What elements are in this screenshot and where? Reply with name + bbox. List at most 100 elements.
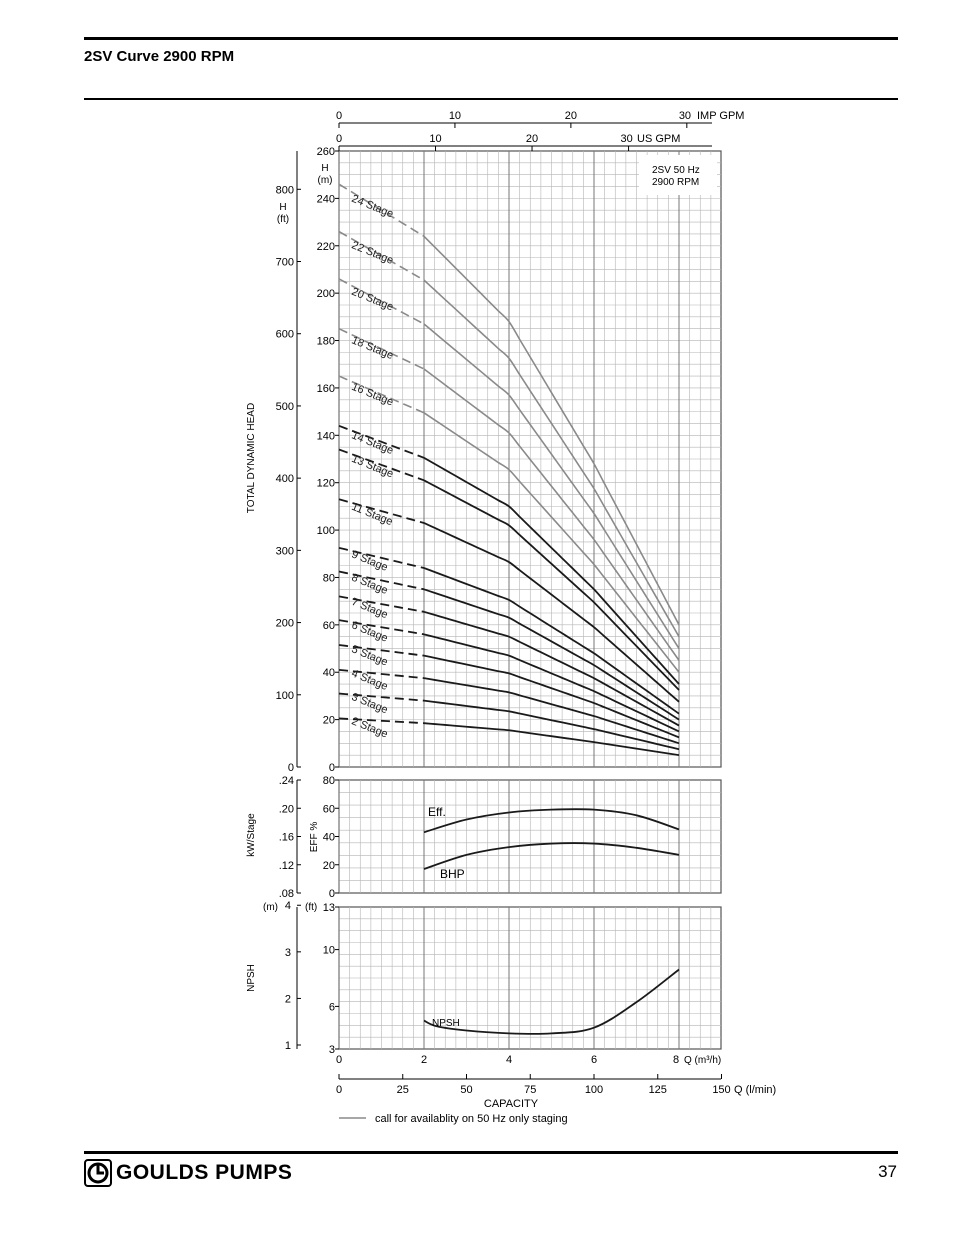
x-tick-m3h: 0: [336, 1054, 342, 1066]
stage-label: 20 Stage: [350, 286, 395, 314]
y-tick-ft: 800: [276, 184, 294, 196]
annotation-line-2: 2900 RPM: [652, 177, 699, 188]
us-tick-label: 10: [429, 133, 441, 145]
goulds-logo-icon: [84, 1159, 112, 1187]
head-curve-solid: [423, 235, 680, 626]
y-tick-eff: 40: [323, 832, 335, 844]
head-curve-solid: [423, 722, 680, 757]
y-tick-ft: 0: [288, 762, 294, 774]
stage-label: 6 Stage: [350, 619, 390, 644]
head-curve-dashed: [338, 570, 425, 591]
stage-label: 11 Stage: [350, 501, 395, 528]
y-tick-eff: 80: [323, 775, 335, 787]
y-tick-m: 260: [317, 146, 335, 158]
imp-tick-label: 10: [449, 110, 461, 122]
y-tick-ft: 400: [276, 473, 294, 485]
y-tick-ft: 500: [276, 401, 294, 413]
head-curve-dashed: [338, 595, 425, 613]
us-tick-label: 20: [526, 133, 538, 145]
x-tick-lmin: 25: [397, 1084, 409, 1096]
x-tick-m3h: 2: [421, 1054, 427, 1066]
footer-rule: [84, 1151, 898, 1154]
y-tick-m: 120: [317, 478, 335, 490]
stage-label: 3 Stage: [350, 691, 390, 716]
head-curve-dashed: [338, 424, 425, 459]
head-curve-dashed: [338, 448, 425, 482]
x-tick-lmin: 150: [712, 1084, 730, 1096]
y-tick-eff: 20: [323, 860, 335, 872]
x-tick-lmin: 125: [649, 1084, 667, 1096]
y-unit-ft: H: [279, 202, 286, 213]
head-curve-solid: [423, 677, 680, 745]
y-tick-m: 20: [323, 715, 335, 727]
eff-curve: [423, 842, 680, 870]
y-tick-npsh-ft: 13: [323, 902, 335, 914]
title-rule: [84, 98, 898, 100]
bhp-label: BHP: [440, 867, 465, 881]
us-tick-label: 0: [336, 133, 342, 145]
eff-label: Eff.: [428, 805, 446, 819]
y-tick-m: 80: [323, 572, 335, 584]
head-curve-dashed: [338, 230, 425, 281]
y-tick-eff: 0: [329, 888, 335, 900]
imp-tick-label: 0: [336, 110, 342, 122]
head-curve-dashed: [338, 278, 425, 325]
x-tick-lmin: 0: [336, 1084, 342, 1096]
page-title: 2SV Curve 2900 RPM: [84, 48, 235, 65]
npsh-axis-label: NPSH: [246, 964, 257, 992]
imp-tick-label: 30: [679, 110, 691, 122]
y-tick-m: 60: [323, 620, 335, 632]
y-tick-ft: 100: [276, 690, 294, 702]
y-tick-m: 200: [317, 288, 335, 300]
imp-tick-label: 20: [565, 110, 577, 122]
y-tick-kw: .12: [279, 860, 294, 872]
head-curve-dashed: [338, 375, 425, 414]
y-tick-m: 240: [317, 193, 335, 205]
head-curve-solid: [423, 479, 680, 691]
y-tick-m: 0: [329, 762, 335, 774]
head-curve-dashed: [338, 692, 425, 702]
head-curve-solid: [423, 588, 680, 721]
head-curve-dashed: [338, 327, 425, 370]
head-curve-dashed: [338, 644, 425, 657]
y-tick-m: 160: [317, 383, 335, 395]
y-tick-npsh-ft: 6: [329, 1001, 335, 1013]
npsh-unit-ft: (ft): [305, 902, 317, 913]
x-tick-m3h: 4: [506, 1054, 512, 1066]
brand-name: GOULDS PUMPS: [116, 1161, 293, 1184]
head-curve-dashed: [338, 183, 425, 237]
x-tick-lmin: 100: [585, 1084, 603, 1096]
y-tick-kw: .20: [279, 803, 294, 815]
y-tick-m: 140: [317, 430, 335, 442]
stage-label: 16 Stage: [350, 381, 395, 409]
x-tick-lmin: 50: [460, 1084, 472, 1096]
y-unit-m: H: [321, 163, 328, 174]
x-label-lmin: Q (l/min): [734, 1084, 776, 1096]
stage-label: 22 Stage: [350, 239, 395, 267]
stage-label: 5 Stage: [350, 643, 390, 668]
head-curve-solid: [423, 279, 680, 638]
us-axis-label: US GPM: [637, 133, 680, 145]
stage-label: 2 Stage: [350, 715, 390, 740]
kw-axis-label: kW/Stage: [246, 813, 257, 857]
y-tick-npsh-m: 3: [285, 947, 291, 959]
y-axis-label: TOTAL DYNAMIC HEAD: [246, 403, 257, 513]
npsh-curve-label: NPSH: [432, 1018, 460, 1029]
y-tick-m: 40: [323, 667, 335, 679]
head-curve-dashed: [338, 717, 425, 725]
y-tick-ft: 300: [276, 545, 294, 557]
y-tick-npsh-m: 1: [285, 1040, 291, 1052]
y-tick-ft: 700: [276, 257, 294, 269]
annotation-box: [639, 155, 717, 195]
x-tick-lmin: 75: [524, 1084, 536, 1096]
head-curve-solid: [423, 654, 680, 739]
head-curve-solid: [423, 522, 680, 703]
y-tick-m: 220: [317, 241, 335, 253]
eff-axis-label: EFF %: [309, 822, 320, 853]
y-tick-m: 180: [317, 336, 335, 348]
head-curve-dashed: [338, 619, 425, 636]
stage-label: 18 Stage: [350, 334, 395, 362]
head-curve-solid: [423, 610, 680, 727]
head-curve-solid: [423, 567, 680, 715]
